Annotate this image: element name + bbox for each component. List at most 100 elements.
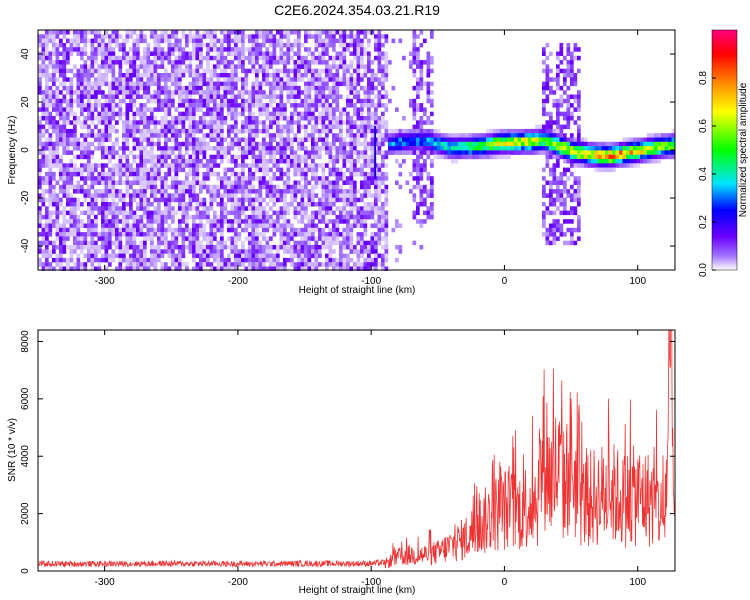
spectrogram-cell bbox=[258, 103, 263, 108]
spectrogram-cell bbox=[286, 245, 291, 250]
spectrogram-cell bbox=[111, 38, 116, 44]
spectrogram-cell bbox=[230, 81, 235, 87]
spectrogram-cell bbox=[157, 133, 161, 138]
spectrogram-cell bbox=[339, 150, 343, 155]
spectrogram-cell bbox=[164, 245, 168, 250]
spectrogram-cell bbox=[300, 159, 305, 164]
spectrogram-cell bbox=[62, 133, 67, 138]
spectrogram-cell bbox=[545, 42, 550, 48]
spectrogram-cell bbox=[311, 116, 315, 121]
spectrogram-cell bbox=[143, 245, 147, 250]
spectrogram-cell bbox=[216, 141, 221, 147]
spectrogram-cell bbox=[346, 253, 350, 259]
spectrogram-cell bbox=[244, 68, 249, 74]
spectrogram-cell bbox=[139, 227, 144, 233]
spectrogram-cell bbox=[118, 159, 123, 164]
spectrogram-cell bbox=[181, 68, 186, 74]
spectrogram-cell bbox=[192, 133, 196, 138]
spectrogram-cell bbox=[167, 128, 172, 134]
spectrogram-cell bbox=[104, 197, 109, 203]
spectrogram-cell bbox=[213, 120, 217, 125]
spectrogram-cell bbox=[318, 85, 322, 91]
spectrogram-cell bbox=[192, 150, 196, 155]
spectrogram-cell bbox=[73, 47, 77, 52]
spectrogram-cell bbox=[283, 60, 287, 65]
spectrogram-cell bbox=[300, 214, 305, 220]
spectrogram-cell bbox=[468, 150, 473, 155]
spectrogram-cell bbox=[426, 146, 431, 151]
spectrogram-cell bbox=[447, 150, 452, 155]
spectrogram-cell bbox=[164, 38, 168, 44]
spectrogram-cell bbox=[150, 240, 154, 246]
spectrogram-cell bbox=[346, 47, 350, 52]
spectrogram-cell bbox=[475, 133, 480, 138]
spectrogram-cell bbox=[59, 189, 63, 194]
spectrogram-cell bbox=[332, 159, 336, 164]
spectrogram-cell bbox=[143, 73, 147, 78]
spectrogram-cell bbox=[143, 51, 147, 56]
spectrogram-cell bbox=[101, 154, 105, 160]
spectrogram-cell bbox=[412, 116, 417, 121]
spectrogram-cell bbox=[97, 98, 102, 104]
spectrogram-cell bbox=[41, 159, 46, 164]
spectrogram-cell bbox=[552, 77, 557, 82]
spectrogram-cell bbox=[419, 184, 424, 190]
spectrogram-cell bbox=[38, 184, 42, 190]
spectrogram-cell bbox=[248, 163, 252, 168]
spectrogram-cell bbox=[241, 171, 245, 177]
spectrogram-cell bbox=[227, 47, 231, 52]
spectrogram-cell bbox=[290, 150, 294, 155]
spectrogram-cell bbox=[349, 240, 354, 246]
spectrogram-cell bbox=[223, 103, 228, 108]
spectrogram-cell bbox=[174, 133, 179, 138]
spectrogram-cell bbox=[164, 262, 168, 267]
spectrogram-cell bbox=[304, 133, 308, 138]
spectrogram-cell bbox=[335, 184, 340, 190]
spectrogram-cell bbox=[286, 73, 291, 78]
spectrogram-cell bbox=[325, 124, 329, 130]
spectrogram-cell bbox=[370, 77, 375, 82]
spectrogram-cell bbox=[465, 146, 469, 151]
spectrogram-cell bbox=[52, 107, 56, 112]
spectrogram-cell bbox=[384, 232, 389, 237]
spectrogram-cell bbox=[258, 180, 263, 185]
spectrogram-cell bbox=[339, 262, 343, 267]
spectrogram-cell bbox=[90, 30, 95, 35]
spectrogram-cell bbox=[178, 141, 182, 147]
spectrogram-cell bbox=[59, 111, 63, 117]
spectrogram-cell bbox=[265, 210, 270, 216]
spectrogram-cell bbox=[185, 214, 189, 220]
spectrogram-cell bbox=[227, 219, 231, 224]
spectrogram-cell bbox=[146, 206, 151, 211]
spectrogram-cell bbox=[360, 98, 364, 104]
spectrogram-cell bbox=[251, 184, 256, 190]
spectrogram-cell bbox=[353, 163, 357, 168]
spectrogram-cell bbox=[265, 189, 270, 194]
spectrogram-cell bbox=[370, 163, 375, 168]
spectrogram-cell bbox=[143, 214, 147, 220]
spectrogram-cell bbox=[258, 94, 263, 99]
spectrogram-cell bbox=[300, 253, 305, 259]
spectrogram-cell bbox=[90, 219, 95, 224]
spectrogram-cell bbox=[143, 47, 147, 52]
spectrogram-cell bbox=[122, 81, 126, 87]
spectrogram-cell bbox=[276, 219, 280, 224]
spectrogram-cell bbox=[48, 60, 53, 65]
spectrogram-cell bbox=[426, 214, 431, 220]
spectrogram-cell bbox=[370, 210, 375, 216]
spectrogram-cell bbox=[314, 227, 319, 233]
spectrogram-cell bbox=[94, 38, 98, 44]
spectrogram-cell bbox=[430, 55, 434, 61]
spectrogram-cell bbox=[62, 240, 67, 246]
spectrogram-cell bbox=[318, 30, 322, 35]
spectrogram-cell bbox=[300, 262, 305, 267]
spectrogram-cell bbox=[48, 133, 53, 138]
spectrogram-cell bbox=[101, 189, 105, 194]
spectrogram-cell bbox=[118, 90, 123, 95]
spectrogram-cell bbox=[136, 94, 140, 99]
spectrogram-cell bbox=[381, 51, 385, 56]
spectrogram-cell bbox=[97, 137, 102, 142]
spectrogram-cell bbox=[174, 47, 179, 52]
spectrogram-cell bbox=[209, 262, 214, 267]
spectrogram-cell bbox=[363, 30, 368, 35]
